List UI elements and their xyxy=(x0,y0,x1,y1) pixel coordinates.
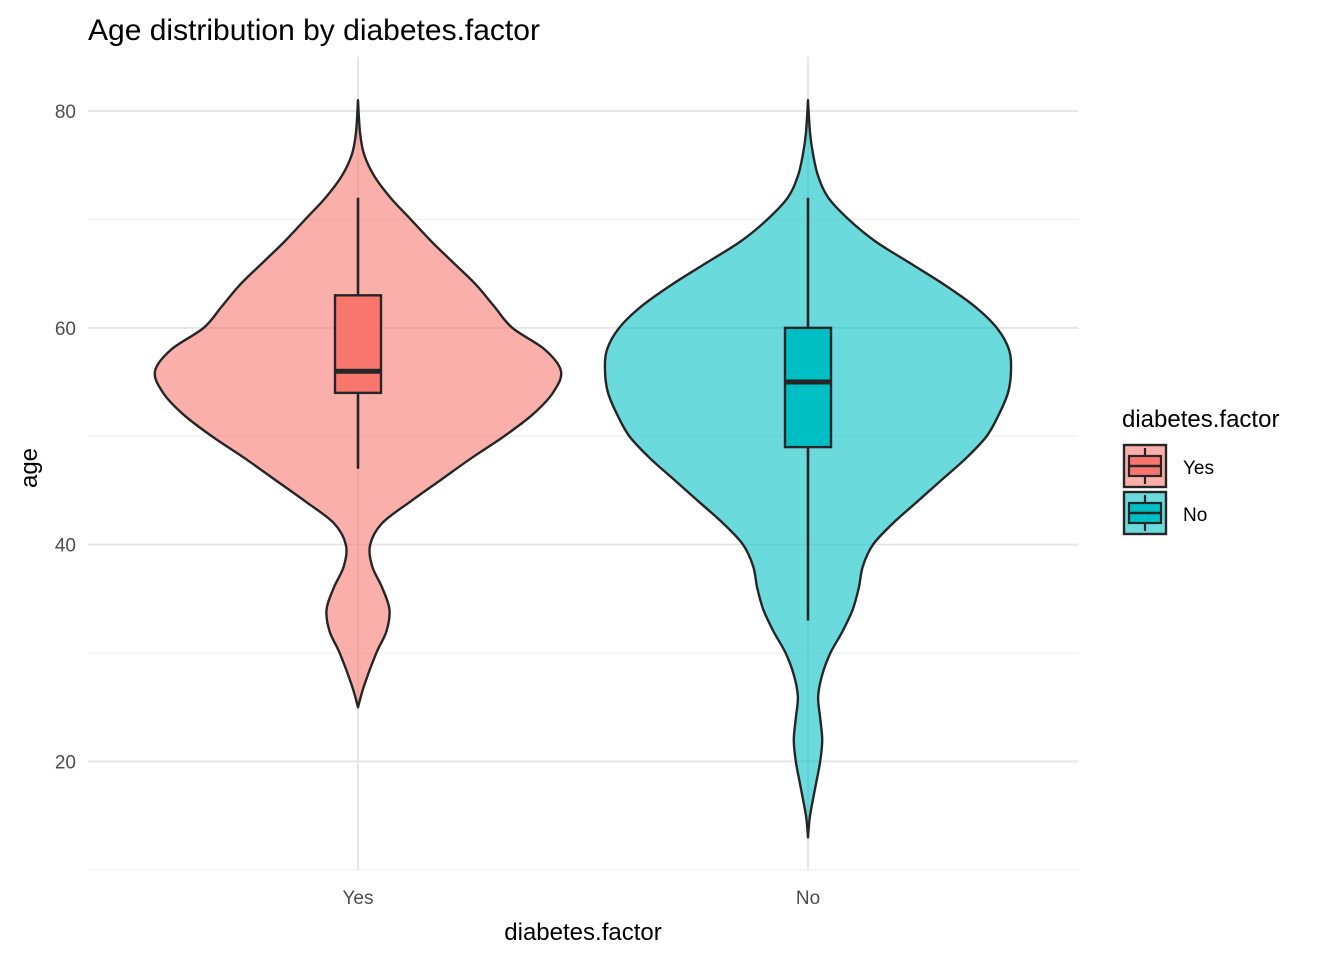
legend: diabetes.factor Yes No xyxy=(1122,406,1279,536)
violins xyxy=(153,98,1013,839)
y-tick-label: 40 xyxy=(55,536,76,557)
y-tick-label: 20 xyxy=(55,753,76,774)
boxplot-no xyxy=(783,197,833,621)
y-tick-label: 60 xyxy=(55,319,76,340)
x-axis-ticks: Yes No xyxy=(343,888,821,909)
legend-title: diabetes.factor xyxy=(1122,406,1279,433)
x-tick-label-yes: Yes xyxy=(343,888,374,909)
chart-title: Age distribution by diabetes.factor xyxy=(88,14,540,47)
boxplot-yes xyxy=(333,197,383,469)
iqr-box xyxy=(783,326,833,449)
legend-key-no: No xyxy=(1122,490,1207,536)
y-tick-label: 80 xyxy=(55,102,76,123)
y-axis-ticks: 20 40 60 80 xyxy=(55,102,76,774)
y-axis-title: age xyxy=(16,448,43,488)
iqr-box xyxy=(333,294,383,395)
legend-label-yes: Yes xyxy=(1183,458,1214,479)
x-axis-title: diabetes.factor xyxy=(504,919,661,946)
legend-label-no: No xyxy=(1183,505,1207,526)
boxplots xyxy=(333,197,833,621)
legend-keys: Yes No xyxy=(1122,443,1214,536)
legend-key-yes: Yes xyxy=(1122,443,1214,489)
x-tick-label-no: No xyxy=(796,888,820,909)
